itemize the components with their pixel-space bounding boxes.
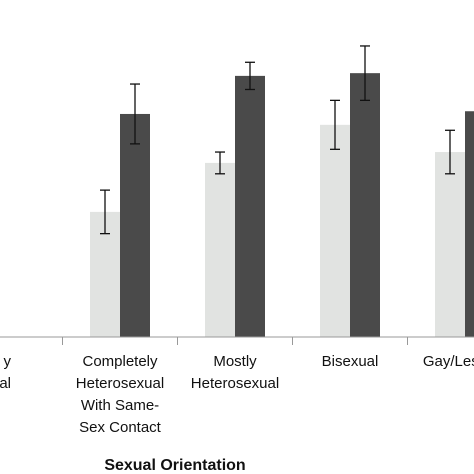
x-axis-ticks bbox=[62, 337, 408, 345]
x-tick-label: Completely Heterosexual With Same-Sex Cont… bbox=[76, 353, 164, 436]
x-tick-label: Gay/Lesbian bbox=[423, 353, 474, 370]
x-tick-label: Bisexual bbox=[322, 353, 379, 370]
x-axis-title: Sexual Orientation bbox=[104, 457, 245, 474]
bar bbox=[205, 162, 235, 337]
error-bar bbox=[245, 61, 255, 91]
error-bars-layer bbox=[100, 45, 455, 235]
x-axis-tick-labels: y al Completely Heterosexual With Same-Sex C… bbox=[0, 353, 474, 436]
bar bbox=[435, 152, 465, 337]
bars-layer bbox=[90, 73, 474, 338]
error-bar bbox=[215, 151, 225, 175]
bar bbox=[350, 73, 380, 337]
bar bbox=[320, 124, 350, 337]
error-bar bbox=[100, 189, 110, 235]
x-tick-label: y al bbox=[0, 353, 12, 392]
error-bar bbox=[130, 83, 140, 145]
bar bbox=[235, 75, 265, 337]
bar bbox=[465, 111, 474, 338]
error-bar bbox=[360, 45, 370, 102]
bar bbox=[120, 113, 150, 338]
x-tick-label: Mostly Heterosexual bbox=[191, 353, 279, 392]
error-bar bbox=[445, 129, 455, 175]
error-bar bbox=[330, 99, 340, 150]
